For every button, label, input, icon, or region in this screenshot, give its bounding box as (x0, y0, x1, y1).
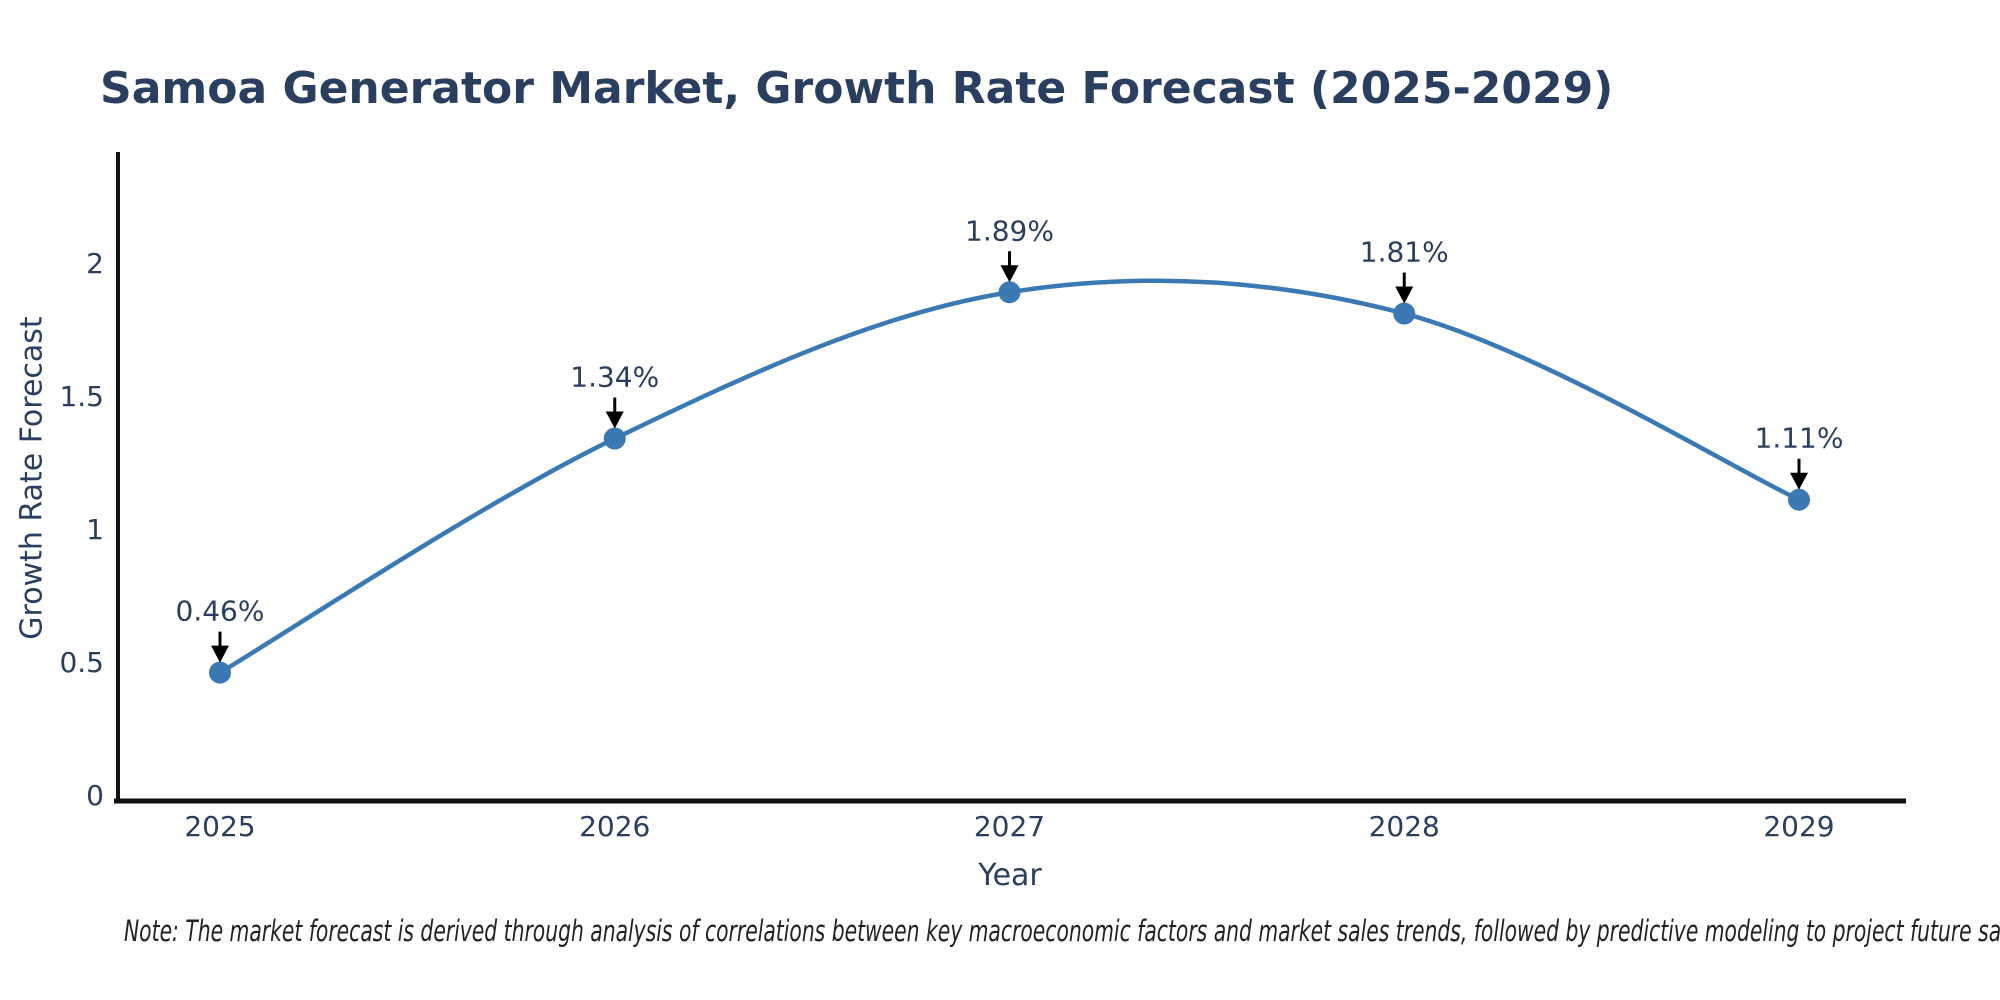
y-tick-label: 0.5 (59, 646, 104, 679)
x-tick-label: 2025 (184, 810, 255, 843)
x-tick-label: 2028 (1369, 810, 1440, 843)
y-tick-label: 0 (86, 779, 104, 812)
x-tick-label: 2029 (1763, 810, 1834, 843)
y-tick-label: 2 (86, 247, 104, 280)
annotation-arrowhead-icon (211, 645, 229, 663)
data-point-marker (1393, 302, 1416, 325)
x-tick-label: 2027 (974, 810, 1045, 843)
data-point-marker (1788, 488, 1810, 511)
data-point-label: 0.46% (176, 595, 265, 628)
annotation-arrowhead-icon (1395, 286, 1414, 304)
y-tick-label: 1.5 (59, 380, 104, 413)
y-axis-title: Growth Rate Forecast (14, 316, 50, 640)
data-point-marker (209, 661, 231, 684)
line-series (217, 278, 1802, 675)
data-point-marker (998, 281, 1021, 304)
footnote: Note: The market forecast is derived thr… (124, 914, 2000, 948)
data-point-marker (603, 427, 626, 450)
data-point-label: 1.81% (1360, 236, 1449, 269)
x-tick-label: 2026 (579, 810, 650, 843)
data-point-label: 1.34% (570, 361, 659, 394)
page-title: Samoa Generator Market, Growth Rate Fore… (100, 63, 1614, 115)
y-tick-label: 1 (86, 513, 104, 546)
data-point-label: 1.89% (965, 214, 1054, 247)
annotation-arrowhead-icon (605, 411, 624, 429)
annotation-arrowhead-icon (1000, 265, 1019, 283)
annotation-arrowhead-icon (1790, 472, 1808, 490)
x-axis-title: Year (978, 858, 1042, 893)
data-point-label: 1.11% (1755, 422, 1844, 455)
